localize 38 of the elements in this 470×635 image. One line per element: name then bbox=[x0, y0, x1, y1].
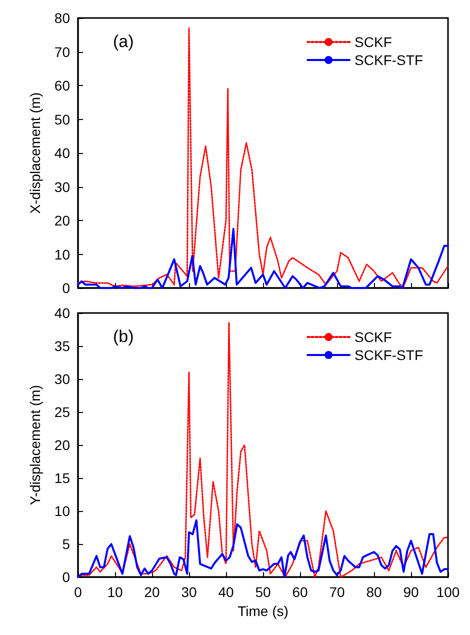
x-tick-label: 40 bbox=[218, 584, 234, 600]
x-tick-label: 50 bbox=[255, 584, 271, 600]
y-tick-label: 60 bbox=[54, 78, 70, 94]
x-tick-label: 30 bbox=[181, 584, 197, 600]
y-tick-label: 25 bbox=[54, 404, 70, 420]
x-tick-label: 20 bbox=[144, 584, 160, 600]
y-tick-label: 40 bbox=[54, 145, 70, 161]
legend-label: SCKF bbox=[354, 329, 392, 345]
y-tick-label: 70 bbox=[54, 44, 70, 60]
legend-label: SCKF bbox=[354, 34, 392, 50]
y-tick-label: 15 bbox=[54, 470, 70, 486]
y-tick-label: 35 bbox=[54, 338, 70, 354]
y-tick-label: 5 bbox=[62, 536, 70, 552]
y-tick-label: 20 bbox=[54, 437, 70, 454]
y-tick-label: 0 bbox=[62, 280, 70, 296]
y-tick-label: 40 bbox=[54, 305, 70, 321]
annotation: (b) bbox=[113, 327, 134, 346]
y-axis-title: Y-displacement (m) bbox=[27, 385, 43, 506]
x-tick-label: 80 bbox=[366, 584, 382, 600]
y-tick-label: 30 bbox=[54, 178, 70, 195]
x-tick-label: 0 bbox=[74, 584, 82, 600]
x-axis-title: Time (s) bbox=[238, 603, 288, 619]
x-tick-label: 60 bbox=[292, 584, 308, 600]
y-tick-label: 20 bbox=[54, 212, 70, 228]
y-tick-label: 10 bbox=[54, 246, 70, 262]
legend-label: SCKF-STF bbox=[354, 347, 424, 363]
y-axis-title: X-displacement (m) bbox=[27, 92, 43, 214]
y-tick-label: 0 bbox=[62, 569, 70, 586]
legend-label: SCKF-STF bbox=[354, 52, 424, 68]
y-tick-label: 80 bbox=[54, 10, 70, 26]
y-tick-label: 50 bbox=[54, 111, 70, 128]
x-tick-label: 70 bbox=[329, 584, 345, 600]
annotation: (a) bbox=[113, 32, 134, 51]
y-tick-label: 30 bbox=[54, 371, 70, 388]
x-tick-label: 100 bbox=[436, 584, 460, 600]
x-tick-label: 90 bbox=[403, 584, 419, 600]
x-tick-label: 10 bbox=[107, 584, 123, 600]
y-tick-label: 10 bbox=[54, 503, 70, 520]
